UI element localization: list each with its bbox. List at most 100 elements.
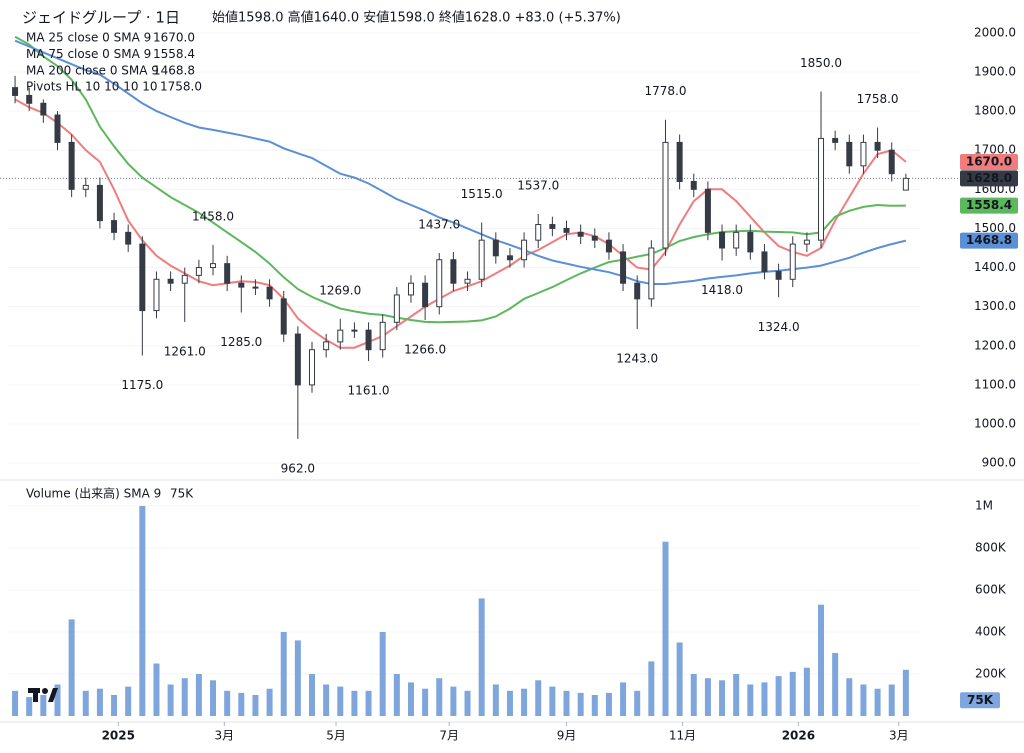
y-tick-label: 1200.0 bbox=[974, 338, 1016, 352]
x-tick-label: 2025 bbox=[102, 729, 135, 743]
candle-body bbox=[733, 231, 740, 249]
volume-bar bbox=[436, 678, 443, 716]
volume-bar bbox=[26, 697, 33, 716]
candle-body bbox=[40, 102, 47, 116]
candle-body bbox=[704, 188, 711, 233]
volume-bar bbox=[719, 680, 726, 716]
pivot-label: 1285.0 bbox=[220, 335, 262, 349]
volume-bar bbox=[577, 692, 584, 716]
price-tag bbox=[960, 232, 1018, 249]
ma-line bbox=[14, 35, 906, 324]
candle-body bbox=[323, 341, 330, 351]
candle-body bbox=[365, 329, 372, 351]
volume-bar bbox=[393, 674, 400, 716]
x-tick-label: 7月 bbox=[439, 729, 459, 743]
pivot-label: 1243.0 bbox=[616, 351, 658, 365]
volume-bar bbox=[818, 604, 825, 716]
volume-bar bbox=[96, 688, 103, 716]
volume-tag bbox=[960, 692, 1000, 709]
volume-bar bbox=[309, 674, 315, 716]
x-tick-label: 5月 bbox=[326, 729, 346, 743]
candle-body bbox=[26, 94, 33, 104]
volume-bar bbox=[450, 686, 457, 716]
volume-bar bbox=[12, 690, 19, 716]
candle-body bbox=[111, 220, 118, 233]
candle-body bbox=[506, 255, 513, 261]
pivot-label: 1758.0 bbox=[857, 92, 899, 106]
volume-bar bbox=[506, 690, 513, 716]
volume-bar bbox=[634, 690, 641, 716]
volume-tick-label: 600K bbox=[975, 583, 1007, 597]
volume-bar bbox=[139, 506, 146, 716]
volume-bar bbox=[648, 661, 655, 716]
candle-body bbox=[549, 224, 556, 229]
candle-body bbox=[747, 231, 754, 253]
grid bbox=[8, 32, 920, 726]
pivot-label: 1175.0 bbox=[121, 378, 163, 392]
volume-bar bbox=[181, 678, 188, 716]
y-tick-label: 1500.0 bbox=[974, 221, 1016, 235]
price-tag-label: 1628.0 bbox=[966, 171, 1012, 185]
volume-tag-label: 75K bbox=[967, 693, 994, 707]
candle-body bbox=[832, 137, 839, 143]
volume-bar bbox=[337, 686, 344, 716]
candle-body bbox=[294, 333, 301, 386]
volume-legend-value: 75K bbox=[170, 487, 194, 501]
volume-bar bbox=[605, 692, 612, 716]
volume-bar bbox=[238, 692, 245, 716]
pivot-label: 1161.0 bbox=[348, 384, 390, 398]
price-tag bbox=[960, 153, 1018, 170]
candle-body bbox=[634, 282, 641, 300]
volume-tick-label: 400K bbox=[975, 625, 1007, 639]
volume-bar bbox=[803, 667, 810, 716]
ma-legend: MA 25 close 0 SMA 9 bbox=[26, 31, 151, 45]
y-tick-label: 1400.0 bbox=[974, 260, 1016, 274]
volume-bar bbox=[407, 682, 414, 716]
candle-body bbox=[125, 231, 132, 245]
volume-bar bbox=[521, 688, 528, 716]
candle-body bbox=[450, 259, 457, 284]
volume-bar bbox=[252, 695, 259, 716]
candle-body bbox=[167, 278, 174, 284]
y-tick-label: 1000.0 bbox=[974, 417, 1016, 431]
candle-body bbox=[309, 349, 315, 386]
candle-body bbox=[464, 278, 471, 284]
pivot-label: 1418.0 bbox=[701, 283, 743, 297]
x-tick-label: 3月 bbox=[215, 729, 235, 743]
pivot-label: 1850.0 bbox=[800, 56, 842, 70]
price-tag bbox=[960, 170, 1018, 187]
volume-bar bbox=[153, 663, 160, 716]
x-tick-label: 11月 bbox=[669, 729, 696, 743]
candle-body bbox=[591, 235, 598, 241]
volume-bar bbox=[323, 684, 330, 716]
volume-bar bbox=[167, 684, 174, 716]
candle-body bbox=[605, 239, 612, 253]
pivot-label: 1261.0 bbox=[164, 344, 206, 358]
candle-body bbox=[818, 137, 825, 241]
candle-body bbox=[846, 141, 853, 167]
pivot-label: 1537.0 bbox=[517, 178, 559, 192]
candle-body bbox=[12, 87, 19, 96]
chart-title: ジェイドグループ · 1日 bbox=[22, 9, 180, 27]
candle-body bbox=[478, 239, 485, 280]
x-tick-label: 3月 bbox=[889, 729, 909, 743]
y-tick-label: 900.0 bbox=[982, 456, 1016, 470]
price-tag bbox=[960, 197, 1018, 214]
y-tick-label: 1100.0 bbox=[974, 377, 1016, 391]
volume-bar bbox=[82, 690, 89, 716]
candle-body bbox=[96, 184, 103, 222]
volume-bar bbox=[68, 619, 75, 716]
pivot-label: 1515.0 bbox=[461, 187, 503, 201]
x-tick-label: 2026 bbox=[782, 729, 815, 743]
pivots-legend-value: 1758.0 bbox=[160, 80, 202, 94]
candle-body bbox=[195, 267, 202, 276]
candle-body bbox=[888, 149, 895, 175]
volume-bar bbox=[761, 682, 768, 716]
volume-tick-label: 200K bbox=[975, 667, 1007, 681]
candle-body bbox=[252, 286, 259, 289]
labels: 900.0 1000.0 1100.0 1200.0 1300.0 1400.0 1500.… bbox=[26, 25, 1018, 743]
candle-body bbox=[789, 243, 796, 280]
pivots-legend: Pivots HL 10 10 10 10 bbox=[26, 80, 158, 94]
ma-line bbox=[14, 98, 907, 349]
